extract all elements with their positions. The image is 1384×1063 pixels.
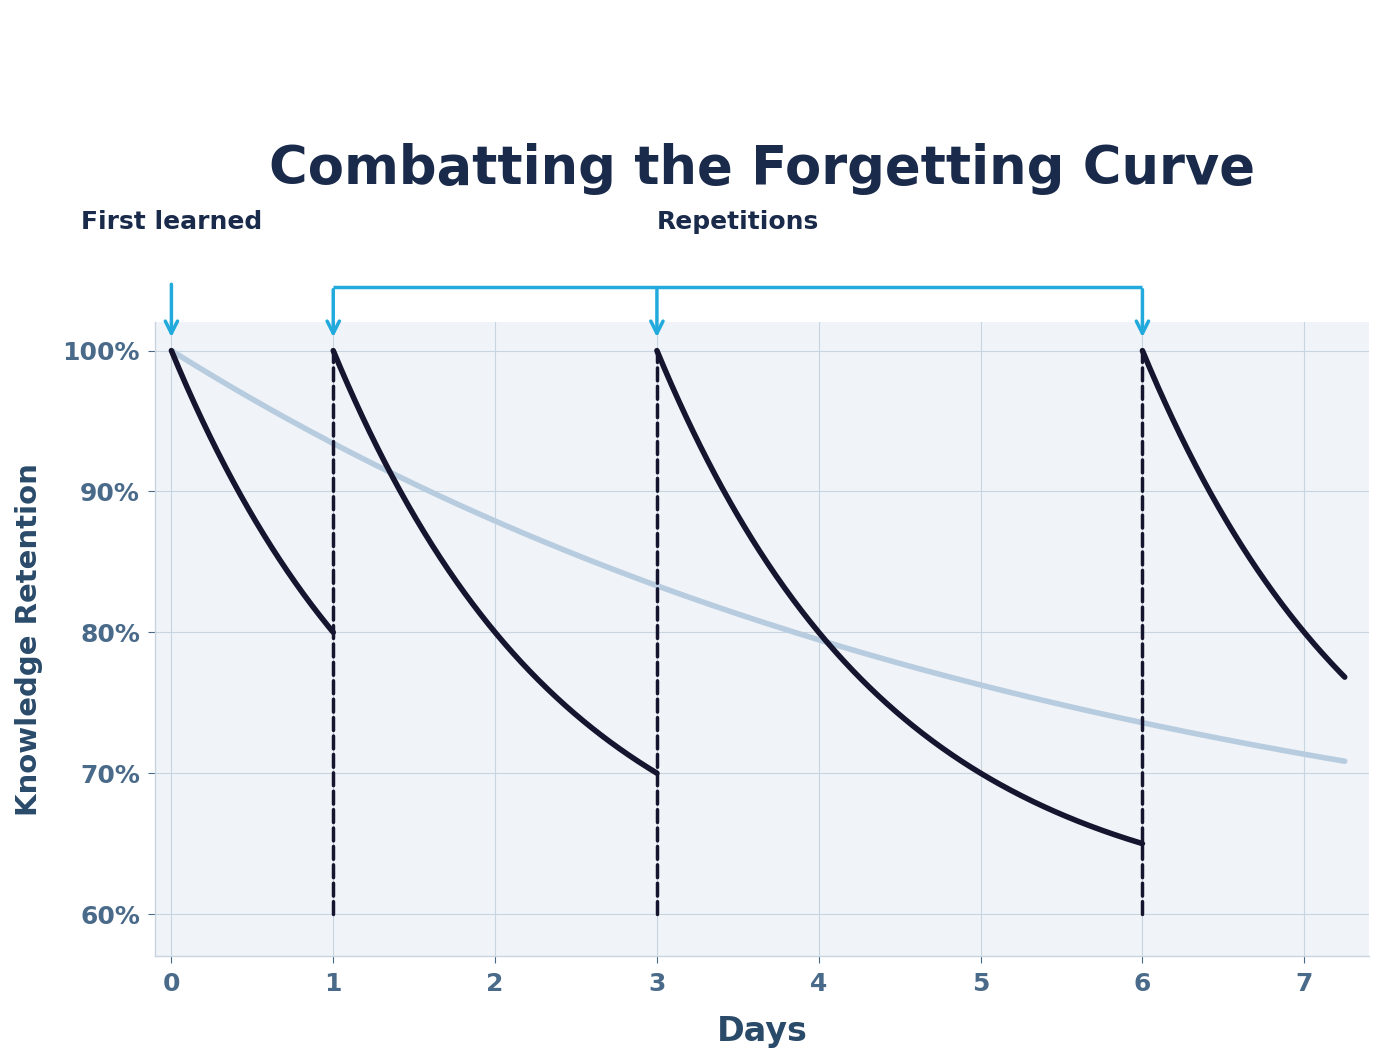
Text: First learned: First learned bbox=[80, 209, 262, 234]
Text: Repetitions: Repetitions bbox=[657, 209, 819, 234]
Title: Combatting the Forgetting Curve: Combatting the Forgetting Curve bbox=[268, 142, 1255, 195]
X-axis label: Days: Days bbox=[717, 1015, 807, 1048]
Y-axis label: Knowledge Retention: Knowledge Retention bbox=[15, 462, 43, 815]
